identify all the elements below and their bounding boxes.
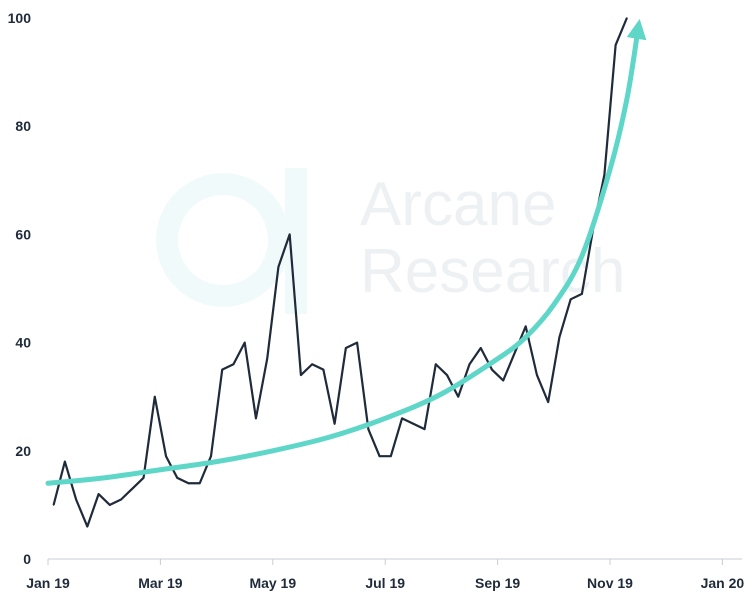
y-tick-label: 100: [8, 10, 32, 26]
data-point: [131, 487, 134, 490]
trend-arrow-line: [45, 18, 647, 486]
x-tick-label: Mar 19: [138, 575, 183, 591]
y-tick-label: 80: [15, 118, 31, 134]
data-point: [322, 368, 325, 371]
data-point: [255, 417, 257, 420]
data-point: [434, 363, 437, 366]
data-point: [120, 498, 122, 501]
data-point: [266, 358, 268, 360]
x-tick-label: Jan 19: [26, 575, 70, 591]
y-axis: 0 20 40 60 80 100: [8, 10, 32, 567]
data-point: [142, 477, 145, 479]
data-point: [75, 498, 77, 501]
y-tick-label: 40: [15, 335, 31, 351]
data-point: [446, 374, 448, 376]
y-tick-label: 20: [15, 443, 31, 459]
data-point: [221, 368, 224, 371]
data-point: [390, 455, 392, 458]
data-point: [187, 482, 190, 485]
data-point: [243, 341, 246, 344]
data-point: [52, 504, 55, 506]
data-point: [468, 363, 471, 366]
y-tick-label: 0: [23, 551, 31, 567]
series-line: [52, 17, 628, 528]
data-point: [502, 379, 505, 382]
data-point: [558, 336, 561, 338]
data-point: [333, 422, 336, 425]
data-point: [153, 395, 156, 398]
data-point: [524, 325, 527, 328]
data-point: [300, 374, 302, 376]
plot-area: [45, 17, 647, 528]
x-tick-label: May 19: [249, 575, 296, 591]
data-point: [97, 493, 100, 495]
data-point: [491, 368, 493, 371]
data-point: [311, 363, 313, 366]
x-tick-label: Sep 19: [475, 575, 520, 591]
data-point: [457, 395, 460, 398]
data-point: [401, 417, 403, 420]
data-point: [210, 455, 212, 458]
data-point: [288, 233, 291, 236]
data-point: [581, 293, 583, 295]
data-point: [345, 347, 347, 349]
data-point: [479, 347, 482, 349]
data-point: [198, 482, 201, 485]
data-point: [614, 44, 617, 46]
data-point: [367, 428, 370, 430]
data-point: [547, 401, 549, 403]
data-point: [232, 363, 235, 366]
watermark: Arcane Research: [156, 168, 625, 314]
y-tick-label: 60: [15, 226, 31, 242]
watermark-line1: Arcane: [360, 170, 556, 239]
data-point: [109, 504, 111, 506]
watermark-logo-icon: [156, 168, 307, 314]
x-tick-label: Nov 19: [587, 575, 633, 591]
data-point: [356, 341, 358, 344]
data-point: [423, 428, 426, 430]
data-point: [86, 525, 89, 528]
data-point: [603, 174, 606, 176]
x-axis: Jan 19 Mar 19 May 19 Jul 19 Sep 19 Nov 19 Jan …: [26, 559, 744, 591]
data-point: [569, 298, 572, 301]
data-point: [378, 455, 381, 458]
data-point: [412, 422, 415, 425]
x-tick-label: Jul 19: [365, 575, 405, 591]
data-point: [64, 460, 66, 463]
x-tick-label: Jan 20: [701, 575, 745, 591]
data-point: [277, 266, 280, 268]
data-point: [536, 374, 538, 376]
data-point: [165, 455, 167, 458]
data-point: [513, 352, 516, 355]
data-point: [176, 477, 179, 479]
data-point: [626, 17, 628, 19]
